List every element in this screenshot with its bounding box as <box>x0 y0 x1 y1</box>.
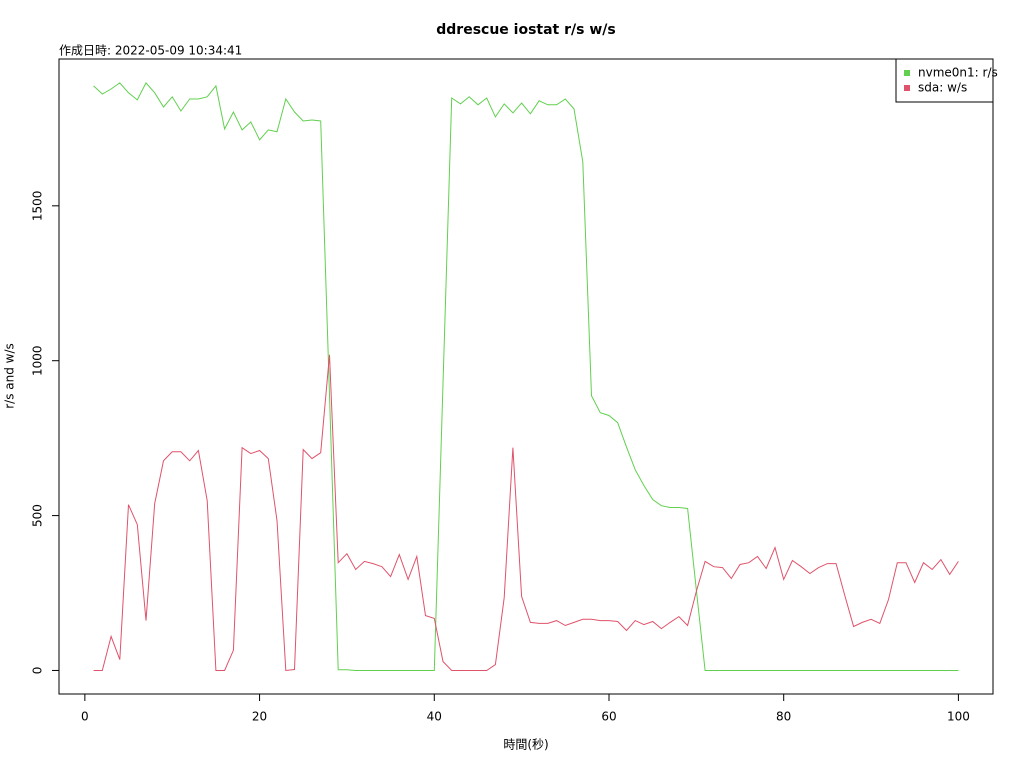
x-axis-label: 時間(秒) <box>503 738 548 752</box>
y-tick-label: 0 <box>31 667 45 675</box>
series-line <box>93 82 959 671</box>
x-tick-label: 40 <box>427 710 442 724</box>
x-tick-label: 100 <box>947 710 970 724</box>
x-tick-label: 60 <box>601 710 616 724</box>
y-tick-label: 1500 <box>31 191 45 222</box>
x-tick-label: 80 <box>776 710 791 724</box>
legend-swatch <box>904 85 910 91</box>
y-tick-label: 1000 <box>31 345 45 376</box>
chart-subtitle: 作成日時: 2022-05-09 10:34:41 <box>59 44 242 58</box>
series-line <box>93 354 959 672</box>
legend-label: nvme0n1: r/s <box>918 66 998 80</box>
chart-title: ddrescue iostat r/s w/s <box>436 22 615 38</box>
legend-swatch <box>904 70 910 76</box>
x-tick-label: 20 <box>252 710 267 724</box>
y-axis-label: r/s and w/s <box>3 343 17 409</box>
y-tick-label: 500 <box>31 504 45 527</box>
plot-frame <box>58 58 994 695</box>
x-tick-label: 0 <box>81 710 89 724</box>
legend-box <box>895 58 994 103</box>
legend-label: sda: w/s <box>918 81 967 95</box>
